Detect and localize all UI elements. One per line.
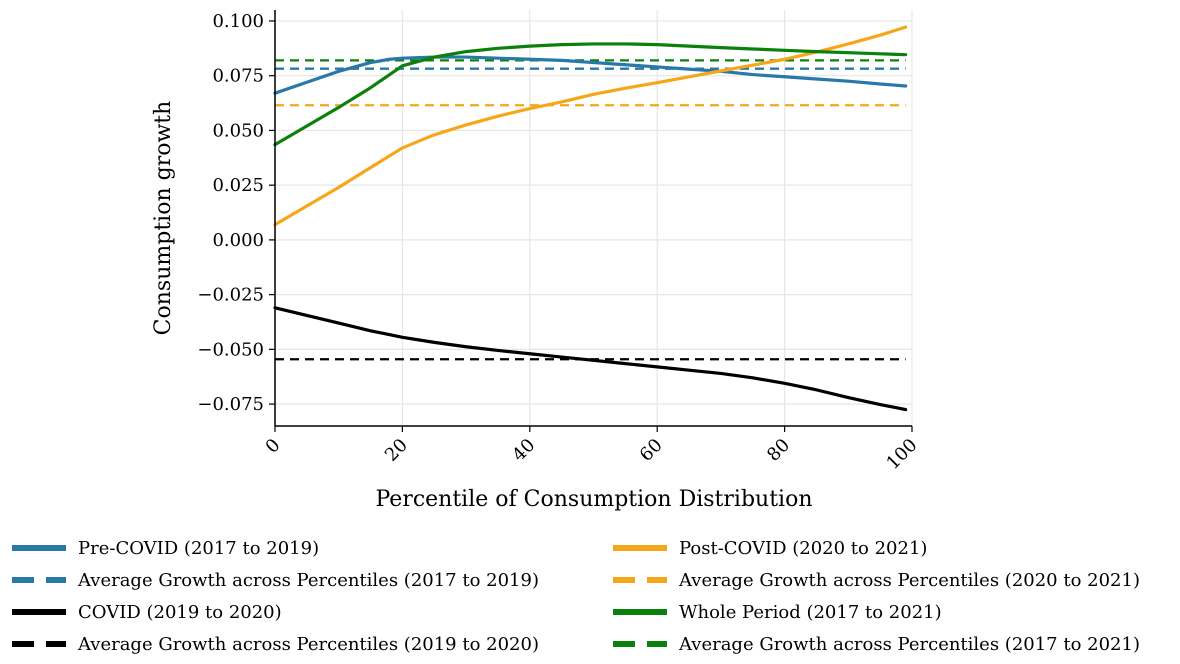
legend-label: Average Growth across Percentiles (2017 … — [679, 633, 1140, 655]
y-tick-label: 0.000 — [212, 230, 264, 251]
x-tick-label: 0 — [262, 435, 285, 458]
grid — [274, 10, 913, 426]
legend-swatch-dashed — [613, 641, 667, 647]
legend-swatch-dashed — [613, 577, 667, 583]
legend-label: Average Growth across Percentiles (2017 … — [78, 569, 539, 591]
legend-label: COVID (2019 to 2020) — [78, 601, 282, 623]
legend-item: COVID (2019 to 2020) — [12, 597, 282, 627]
line-chart: −0.075 −0.050 −0.025 0.000 0.025 0.050 0.075 0.… — [151, 10, 922, 512]
legend-label: Whole Period (2017 to 2021) — [679, 601, 942, 623]
series-line — [273, 306, 908, 412]
legend-swatch-dashed — [12, 641, 66, 647]
y-tick-label: −0.025 — [197, 285, 264, 306]
axes — [274, 10, 912, 427]
y-tick-label: 0.100 — [212, 11, 264, 32]
legend-swatch-solid — [613, 545, 667, 551]
y-tick-label: 0.050 — [212, 120, 264, 141]
legend-item: Whole Period (2017 to 2021) — [613, 597, 942, 627]
series-line — [273, 25, 908, 227]
legend-label: Post-COVID (2020 to 2021) — [679, 537, 928, 559]
series-line — [273, 55, 908, 95]
legend-item: Average Growth across Percentiles (2020 … — [613, 565, 1140, 595]
legend-swatch-solid — [12, 545, 66, 551]
legend-label: Pre-COVID (2017 to 2019) — [78, 537, 320, 559]
legend-label: Average Growth across Percentiles (2019 … — [78, 633, 539, 655]
x-tick-label: 60 — [636, 435, 667, 466]
series-line — [273, 42, 908, 147]
legend-swatch-solid — [613, 609, 667, 615]
series-lines — [273, 25, 908, 412]
legend: Pre-COVID (2017 to 2019) Average Growth … — [0, 533, 1180, 664]
legend-item: Average Growth across Percentiles (2019 … — [12, 629, 539, 659]
x-tick-label: 20 — [381, 435, 412, 466]
y-tick-label: −0.050 — [197, 339, 264, 360]
legend-item: Pre-COVID (2017 to 2019) — [12, 533, 319, 563]
y-tick-label: 0.075 — [212, 66, 264, 87]
average-lines — [275, 59, 906, 361]
y-axis-label: Consumption growth — [151, 101, 176, 336]
legend-item: Average Growth across Percentiles (2017 … — [613, 629, 1140, 659]
legend-item: Average Growth across Percentiles (2017 … — [12, 565, 539, 595]
legend-swatch-dashed — [12, 577, 66, 583]
x-tick-label: 100 — [882, 435, 921, 474]
legend-label: Average Growth across Percentiles (2020 … — [679, 569, 1140, 591]
x-tick-label: 80 — [763, 435, 794, 466]
y-tick-label: 0.025 — [212, 175, 264, 196]
legend-swatch-solid — [12, 609, 66, 615]
x-axis-label: Percentile of Consumption Distribution — [375, 487, 812, 512]
x-tick-label: 40 — [508, 435, 539, 466]
legend-item: Post-COVID (2020 to 2021) — [613, 533, 927, 563]
y-tick-label: −0.075 — [197, 394, 264, 415]
